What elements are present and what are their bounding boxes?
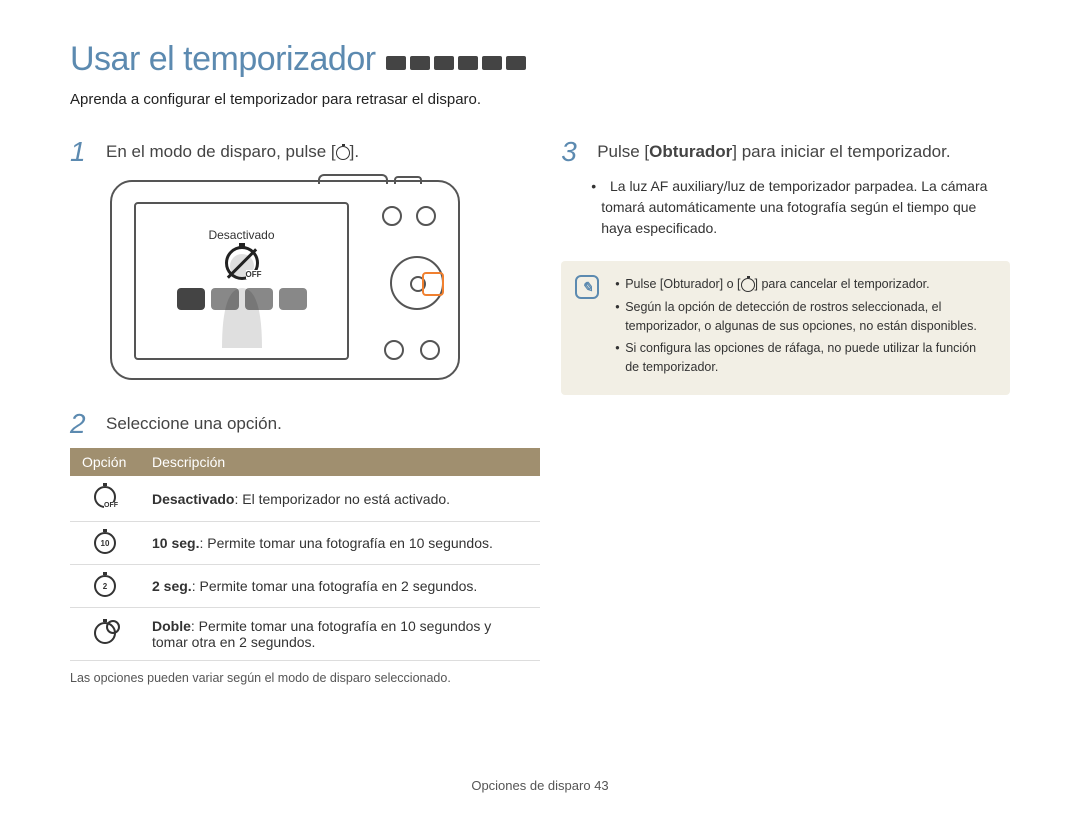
timer-option-icon xyxy=(94,622,116,644)
mode-icon xyxy=(434,56,454,70)
camera-illustration: Desactivado OFF xyxy=(110,180,460,380)
option-icon-cell: 10 xyxy=(70,522,140,565)
camera-shutter xyxy=(318,174,388,184)
screen-label: Desactivado xyxy=(208,228,274,242)
option-desc-cell: 10 seg.: Permite tomar una fotografía en… xyxy=(140,522,540,565)
step-text-pre: Pulse [ xyxy=(597,142,649,161)
off-label: OFF xyxy=(246,270,262,279)
th-option: Opción xyxy=(70,448,140,476)
step-number: 2 xyxy=(70,410,92,438)
step-text-post: ]. xyxy=(350,142,359,161)
option-icon-cell: 2 xyxy=(70,565,140,608)
note-item: Pulse [Obturador] o [] para cancelar el … xyxy=(615,275,992,294)
step-bullet: • La luz AF auxiliary/luz de temporizado… xyxy=(601,176,1010,239)
dpad-right-highlight xyxy=(422,272,444,296)
camera-dpad xyxy=(390,256,444,310)
step-text: Pulse [Obturador] para iniciar el tempor… xyxy=(597,138,950,166)
timer-icon xyxy=(336,146,350,160)
camera-button xyxy=(382,206,402,226)
timer-option-icon xyxy=(94,486,116,508)
table-footnote: Las opciones pueden variar según el modo… xyxy=(70,671,521,685)
page-subtitle: Aprenda a configurar el temporizador par… xyxy=(70,91,1010,108)
step-number: 1 xyxy=(70,138,92,166)
step-text: En el modo de disparo, pulse []. xyxy=(106,138,359,166)
step-2: 2 Seleccione una opción. xyxy=(70,410,521,438)
option-icon-cell xyxy=(70,476,140,522)
table-row: Desactivado: El temporizador no está act… xyxy=(70,476,540,522)
options-table: Opción Descripción Desactivado: El tempo… xyxy=(70,448,540,661)
camera-button xyxy=(420,340,440,360)
camera-button-grid xyxy=(382,206,438,226)
mode-icon xyxy=(386,56,406,70)
step-1: 1 En el modo de disparo, pulse []. xyxy=(70,138,521,166)
camera-button xyxy=(384,340,404,360)
step-text-pre: En el modo de disparo, pulse [ xyxy=(106,142,336,161)
camera-screen: Desactivado OFF xyxy=(134,202,349,360)
mode-icon xyxy=(410,56,430,70)
footer-page: 43 xyxy=(594,778,608,793)
bar-item xyxy=(177,288,205,310)
table-row: Doble: Permite tomar una fotografía en 1… xyxy=(70,608,540,661)
note-box: ✎ Pulse [Obturador] o [] para cancelar e… xyxy=(561,261,1010,395)
th-description: Descripción xyxy=(140,448,540,476)
step-number: 3 xyxy=(561,138,583,166)
info-icon: ✎ xyxy=(575,275,599,299)
step-text-post: ] para iniciar el temporizador. xyxy=(732,142,950,161)
note-item: Según la opción de detección de rostros … xyxy=(615,298,992,336)
option-desc-cell: Doble: Permite tomar una fotografía en 1… xyxy=(140,608,540,661)
mode-icon xyxy=(458,56,478,70)
step-text-key: Obturador xyxy=(649,142,732,161)
timer-option-icon: 10 xyxy=(94,532,116,554)
mode-icons xyxy=(386,56,526,70)
mode-icon xyxy=(506,56,526,70)
camera-button xyxy=(416,206,436,226)
option-icon-cell xyxy=(70,608,140,661)
footer-section: Opciones de disparo xyxy=(471,778,590,793)
option-desc-cell: 2 seg.: Permite tomar una fotografía en … xyxy=(140,565,540,608)
bullet-text: La luz AF auxiliary/luz de temporizador … xyxy=(601,178,987,236)
timer-option-icon: 2 xyxy=(94,575,116,597)
page-title: Usar el temporizador xyxy=(70,40,376,79)
step-text: Seleccione una opción. xyxy=(106,410,282,438)
bar-item xyxy=(279,288,307,310)
step-3: 3 Pulse [Obturador] para iniciar el temp… xyxy=(561,138,1010,166)
mode-icon xyxy=(482,56,502,70)
camera-bottom-buttons xyxy=(384,340,440,360)
page-footer: Opciones de disparo 43 xyxy=(0,778,1080,793)
table-row: 2 2 seg.: Permite tomar una fotografía en… xyxy=(70,565,540,608)
camera-top-button xyxy=(394,176,422,184)
timer-off-icon: OFF xyxy=(225,246,259,280)
table-row: 10 10 seg.: Permite tomar una fotografía … xyxy=(70,522,540,565)
option-desc-cell: Desactivado: El temporizador no está act… xyxy=(140,476,540,522)
note-item: Si configura las opciones de ráfaga, no … xyxy=(615,339,992,377)
timer-icon xyxy=(741,278,755,292)
